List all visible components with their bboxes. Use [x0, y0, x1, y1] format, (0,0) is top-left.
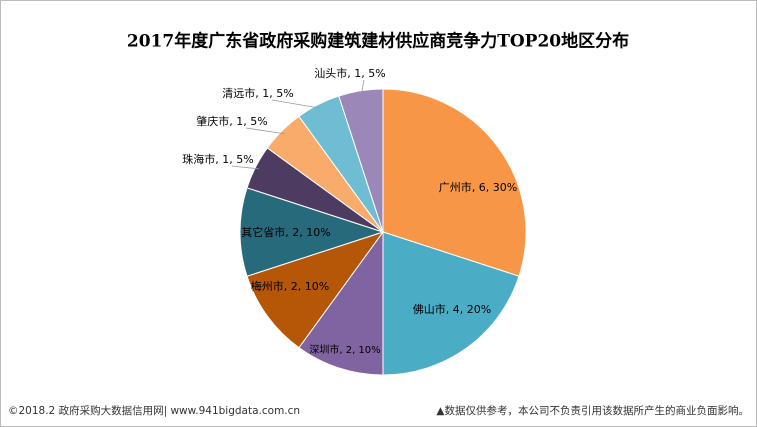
data-label: 清远市, 1, 5% [222, 86, 293, 100]
pie-slice [382, 231, 520, 376]
chart-title: 2017年度广东省政府采购建筑建材供应商竞争力TOP20地区分布 [127, 31, 629, 52]
leader-line [360, 79, 365, 95]
data-label: 汕头市, 1, 5% [314, 66, 385, 80]
data-label: 深圳市, 2, 10% [309, 343, 380, 356]
footer-left: ©2018.2 政府采购大数据信用网| www.941bigdata.com.c… [8, 404, 300, 417]
data-label: 珠海市, 1, 5% [182, 152, 253, 166]
data-label: 佛山市, 4, 20% [413, 302, 491, 316]
data-label: 广州市, 6, 30% [439, 180, 517, 194]
pie-slice [382, 88, 527, 277]
data-label: 肇庆市, 1, 5% [196, 114, 267, 128]
pie-slice [338, 88, 384, 233]
pie-slice [298, 230, 384, 376]
data-label: 梅州市, 2, 10% [251, 279, 329, 293]
footer-right: ▲数据仅供参考，本公司不负责引用该数据所产生的商业负面影响。 [436, 404, 749, 417]
pie-slice [239, 187, 385, 277]
leader-line [245, 127, 285, 135]
leader-line [231, 165, 260, 170]
data-label: 其它省市, 2, 10% [241, 225, 330, 239]
leader-line [271, 99, 320, 109]
pie-slice [246, 231, 385, 349]
